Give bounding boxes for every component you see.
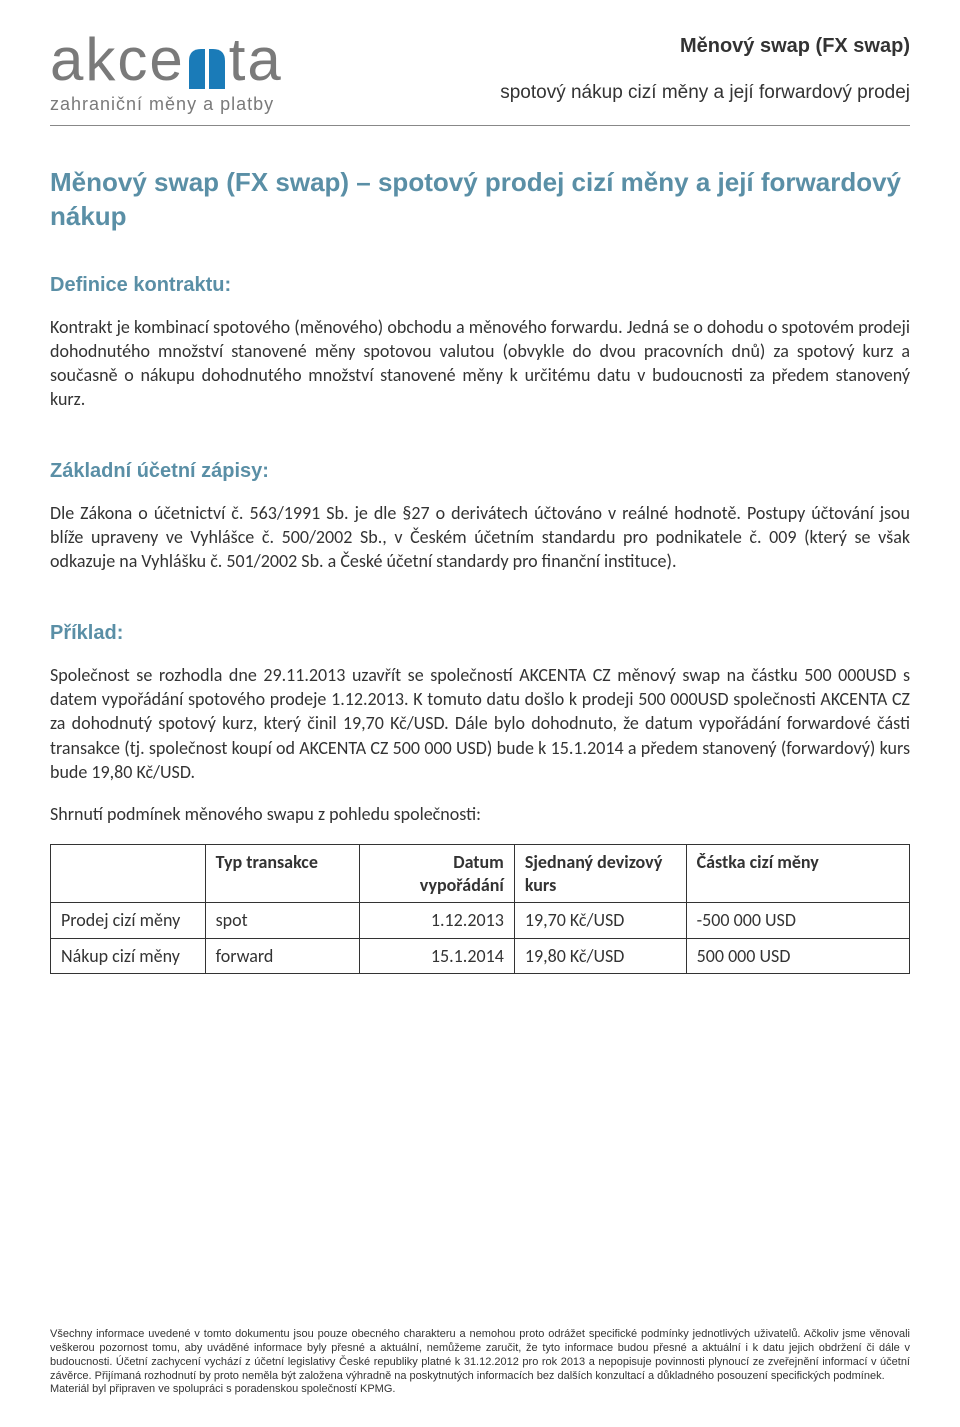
th-date: Datum vypořádání (360, 845, 515, 903)
th-type: Typ transakce (205, 845, 360, 903)
swap-summary-table: Typ transakce Datum vypořádání Sjednaný … (50, 844, 910, 974)
footer-text: Všechny informace uvedené v tomto dokume… (50, 1328, 910, 1381)
header-subtitle: spotový nákup cizí měny a její forwardov… (500, 78, 910, 108)
cell-date: 1.12.2013 (360, 903, 515, 939)
header-right: Měnový swap (FX swap) spotový nákup cizí… (500, 30, 910, 108)
logo-text-right: ta (229, 30, 283, 90)
logo: akce ta zahraniční měny a platby (50, 30, 283, 115)
table-row: Nákup cizí měny forward 15.1.2014 19,80 … (51, 938, 910, 974)
cell-rate: 19,70 Kč/USD (514, 903, 686, 939)
cell-type: spot (205, 903, 360, 939)
definition-heading: Definice kontraktu: (50, 274, 910, 297)
cell-rate: 19,80 Kč/USD (514, 938, 686, 974)
footer-disclaimer: Všechny informace uvedené v tomto dokume… (50, 1328, 910, 1397)
table-row: Prodej cizí měny spot 1.12.2013 19,70 Kč… (51, 903, 910, 939)
logo-n-icon (187, 39, 227, 81)
definition-text: Kontrakt je kombinací spotového (měnovéh… (50, 315, 910, 412)
cell-amount: -500 000 USD (686, 903, 909, 939)
document-header: akce ta zahraniční měny a platby Měnový … (50, 30, 910, 115)
th-blank (51, 845, 206, 903)
example-heading: Příklad: (50, 622, 910, 645)
th-rate: Sjednaný devizový kurs (514, 845, 686, 903)
footer-text-2: Materiál byl připraven ve spolupráci s p… (50, 1383, 395, 1395)
logo-text-left: akce (50, 30, 185, 90)
main-title: Měnový swap (FX swap) – spotový prodej c… (50, 166, 910, 234)
table-header-row: Typ transakce Datum vypořádání Sjednaný … (51, 845, 910, 903)
accounting-heading: Základní účetní zápisy: (50, 460, 910, 483)
example-summary-line: Shrnutí podmínek měnového swapu z pohled… (50, 802, 910, 826)
cell-type: forward (205, 938, 360, 974)
th-amount: Částka cizí měny (686, 845, 909, 903)
cell-label: Prodej cizí měny (51, 903, 206, 939)
logo-tagline: zahraniční měny a platby (50, 94, 283, 115)
example-text: Společnost se rozhodla dne 29.11.2013 uz… (50, 663, 910, 784)
cell-amount: 500 000 USD (686, 938, 909, 974)
header-title: Měnový swap (FX swap) (500, 30, 910, 62)
header-divider (50, 125, 910, 126)
logo-text: akce ta (50, 30, 283, 90)
cell-label: Nákup cizí měny (51, 938, 206, 974)
cell-date: 15.1.2014 (360, 938, 515, 974)
accounting-text: Dle Zákona o účetnictví č. 563/1991 Sb. … (50, 501, 910, 574)
